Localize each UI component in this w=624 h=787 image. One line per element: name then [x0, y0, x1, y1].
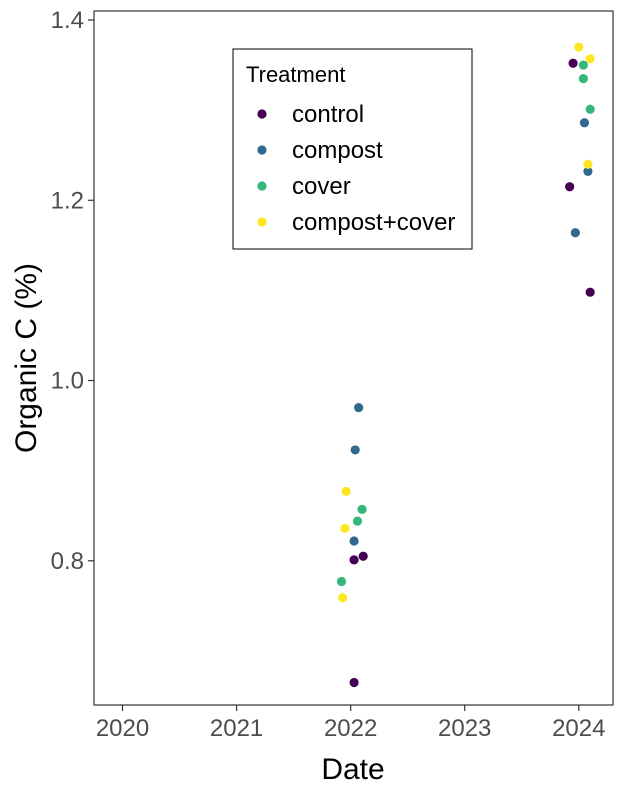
x-tick-label: 2023	[438, 715, 491, 742]
data-point-compost	[349, 536, 359, 546]
y-tick-label: 1.0	[51, 368, 84, 395]
x-tick-label: 2024	[552, 715, 605, 742]
data-points	[336, 42, 595, 688]
y-tick-label: 1.4	[51, 7, 84, 34]
data-point-control	[349, 677, 359, 688]
data-point-control	[358, 551, 368, 561]
data-point-compost	[350, 445, 360, 455]
data-point-compost	[354, 402, 364, 413]
x-axis: 2020 2021 2022 2023 2024	[96, 705, 605, 742]
legend-key	[257, 109, 267, 119]
data-point-control	[568, 58, 578, 68]
data-point-cover	[336, 576, 347, 587]
data-point-compost	[583, 166, 593, 177]
data-point-control	[349, 555, 359, 565]
data-point-cover	[352, 516, 363, 526]
y-tick-label: 1.2	[51, 187, 84, 214]
legend-label: compost	[292, 137, 383, 164]
x-tick-label: 2020	[96, 715, 149, 742]
x-tick-label: 2022	[324, 715, 377, 742]
data-point-compost-cover	[338, 593, 348, 603]
data-point-control	[585, 287, 595, 297]
data-point-cover	[578, 73, 588, 84]
data-point-compost	[570, 228, 580, 238]
legend-label: compost+cover	[292, 209, 455, 236]
data-point-cover	[578, 60, 588, 70]
data-point-control	[565, 182, 575, 192]
y-axis-title: Organic C (%)	[10, 263, 43, 453]
legend-items: control compost cover compost+cover	[257, 101, 455, 236]
data-point-compost-cover	[341, 486, 351, 496]
data-point-compost	[579, 118, 590, 128]
legend-label: control	[292, 101, 364, 128]
x-tick-label: 2021	[210, 715, 263, 742]
data-point-compost-cover	[585, 54, 595, 64]
legend-label: cover	[292, 173, 351, 200]
x-axis-title: Date	[321, 753, 384, 786]
data-point-compost-cover	[340, 523, 350, 533]
data-point-cover	[357, 504, 367, 515]
y-tick-label: 0.8	[51, 548, 84, 575]
legend-key	[257, 145, 267, 155]
legend-key	[257, 181, 267, 191]
data-point-compost-cover	[574, 42, 584, 52]
y-axis: 0.8 1.0 1.2 1.4	[51, 7, 94, 575]
data-point-cover	[585, 104, 595, 114]
legend: Treatment control compost cover compost+cov…	[232, 48, 473, 250]
data-point-compost-cover	[583, 159, 593, 169]
legend-box	[232, 48, 473, 250]
legend-key	[257, 217, 267, 227]
legend-title: Treatment	[246, 62, 345, 87]
